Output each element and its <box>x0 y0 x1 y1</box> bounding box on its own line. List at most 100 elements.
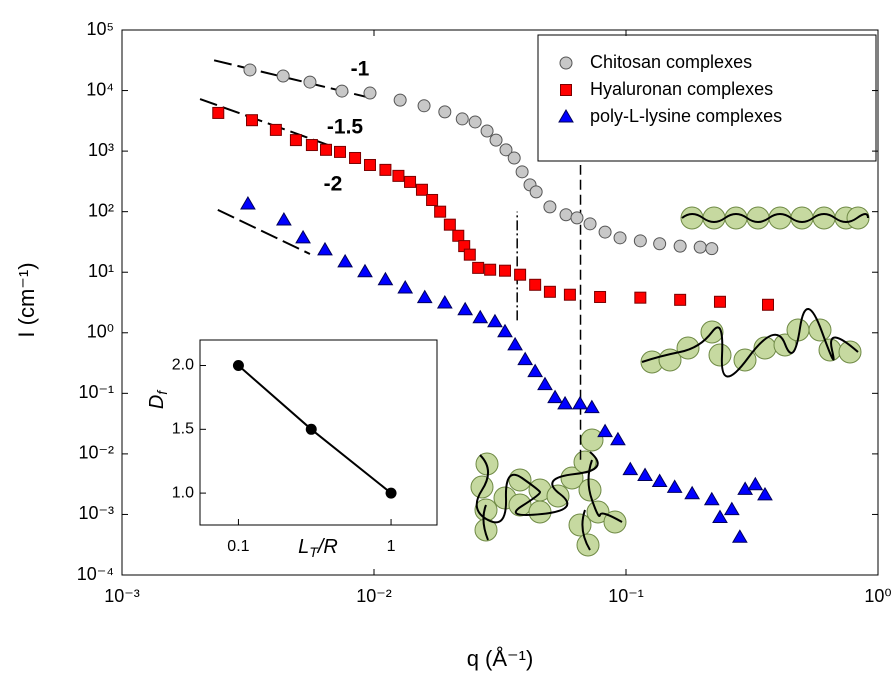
marker-circle <box>693 240 707 254</box>
marker-circle <box>489 133 503 147</box>
marker-square <box>452 229 465 242</box>
marker-circle <box>468 115 482 129</box>
inset-y-label-sub: f <box>154 389 170 395</box>
x-axis-label: q (Å⁻¹) <box>467 646 534 671</box>
marker-circle <box>499 143 513 157</box>
marker-square <box>443 218 456 231</box>
y-tick-label: 10⁻² <box>78 443 114 463</box>
marker-triangle <box>436 295 453 309</box>
legend-label: poly-L-lysine complexes <box>590 106 782 126</box>
marker-circle <box>543 200 557 214</box>
y-tick-label: 10³ <box>88 140 114 160</box>
legend-label: Chitosan complexes <box>590 52 752 72</box>
legend-marker <box>559 56 573 70</box>
marker-triangle <box>240 195 256 210</box>
series <box>243 63 719 256</box>
y-tick-label: 10⁵ <box>87 19 114 39</box>
marker-square <box>634 291 647 304</box>
marker-circle <box>653 237 667 251</box>
x-tick-label: 10⁻¹ <box>608 586 644 606</box>
marker-circle <box>583 217 597 231</box>
marker-triangle <box>487 313 503 328</box>
marker-square <box>563 288 576 301</box>
marker-square <box>472 261 485 274</box>
marker-circle <box>335 84 349 98</box>
marker-square <box>713 295 726 308</box>
marker-triangle <box>597 423 613 438</box>
marker-square <box>363 158 376 171</box>
marker-triangle <box>731 529 748 543</box>
illustration-linear <box>680 206 870 230</box>
marker-triangle <box>666 479 683 493</box>
marker-circle <box>613 231 627 245</box>
legend-marker <box>560 84 572 96</box>
inset-x-label-main: L <box>298 536 309 558</box>
inset-point <box>232 360 244 372</box>
marker-triangle <box>497 323 513 338</box>
marker-square <box>379 163 392 176</box>
marker-circle <box>529 185 543 199</box>
inset-y-tick-label: 2.0 <box>172 357 194 374</box>
marker-square <box>529 278 542 291</box>
marker-triangle <box>337 253 353 268</box>
slope-annotation: -1 <box>351 58 370 81</box>
marker-square <box>543 285 556 298</box>
series <box>240 195 773 543</box>
x-tick-label: 10⁻³ <box>104 586 140 606</box>
marker-triangle <box>703 491 720 506</box>
marker-circle <box>393 93 407 107</box>
marker-square <box>269 123 282 136</box>
marker-triangle <box>317 241 333 256</box>
inset-y-label-main: D <box>146 395 168 409</box>
marker-triangle <box>637 467 653 481</box>
marker-circle <box>633 234 647 248</box>
marker-square <box>761 298 774 311</box>
y-tick-label: 10¹ <box>88 261 114 281</box>
slope-annotation: -1.5 <box>327 116 364 139</box>
marker-square <box>246 114 259 127</box>
marker-triangle <box>377 271 394 286</box>
legend-label: Hyaluronan complexes <box>590 79 773 99</box>
y-tick-label: 10⁻¹ <box>78 382 114 402</box>
slope-annotation: -2 <box>324 173 343 196</box>
marker-triangle <box>537 376 553 391</box>
illustration-coil <box>470 428 627 557</box>
marker-triangle <box>572 395 588 410</box>
inset-point <box>385 487 397 499</box>
marker-circle <box>243 63 257 77</box>
marker-circle <box>515 165 529 179</box>
y-tick-label: 10⁻⁴ <box>77 564 114 584</box>
inset-y-label: Df <box>146 389 169 409</box>
fit-line <box>199 98 331 147</box>
marker-triangle <box>684 485 701 500</box>
inset-x-tick-label: 0.1 <box>227 538 249 555</box>
marker-triangle <box>295 229 311 244</box>
illustration-branched <box>640 308 862 378</box>
y-tick-label: 10⁴ <box>86 79 114 99</box>
marker-circle <box>363 86 377 100</box>
x-tick-label: 10⁻² <box>356 586 392 606</box>
marker-square <box>289 134 302 147</box>
marker-triangle <box>276 211 292 226</box>
marker-square <box>334 145 347 158</box>
marker-triangle <box>507 336 523 351</box>
marker-square <box>212 106 225 119</box>
series <box>212 106 774 311</box>
marker-circle <box>705 242 719 256</box>
marker-triangle <box>517 351 534 366</box>
marker-triangle <box>583 399 600 414</box>
marker-triangle <box>527 363 544 378</box>
inset-x-label-rest: /R <box>316 536 338 558</box>
marker-square <box>415 183 428 196</box>
marker-triangle <box>651 473 668 487</box>
marker-circle <box>303 75 317 89</box>
marker-circle <box>507 151 521 165</box>
marker-square <box>674 293 687 306</box>
marker-circle <box>570 211 584 225</box>
marker-triangle <box>472 309 489 324</box>
marker-square <box>392 169 405 182</box>
inset-x-tick-label: 1 <box>387 538 396 555</box>
plot-frame <box>121 29 879 576</box>
